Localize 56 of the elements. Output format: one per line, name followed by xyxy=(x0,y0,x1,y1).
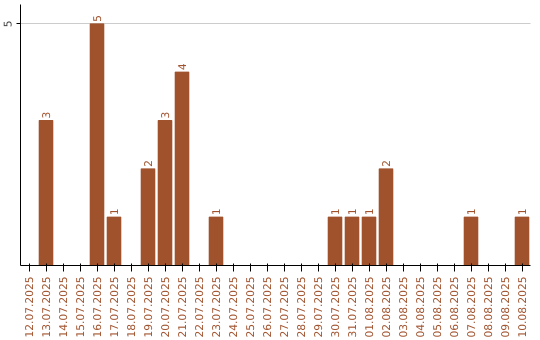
bar xyxy=(328,216,342,266)
x-tick-label: 13.07.2025 xyxy=(40,276,53,338)
bar xyxy=(378,168,394,266)
data-label: 4 xyxy=(176,63,189,70)
x-tick-label: 07.08.2025 xyxy=(465,276,478,338)
x-tick-label: 06.08.2025 xyxy=(448,276,461,338)
data-label: 5 xyxy=(91,15,104,22)
data-label: 1 xyxy=(108,208,121,216)
x-tick-label: 27.07.2025 xyxy=(278,276,291,338)
x-tick-label: 03.08.2025 xyxy=(397,276,410,338)
data-label: 1 xyxy=(329,208,342,216)
x-tick-label: 20.07.2025 xyxy=(159,276,172,338)
x-tick-label: 02.08.2025 xyxy=(380,276,393,338)
x-tick-label: 31.07.2025 xyxy=(346,276,359,338)
x-tick-label: 09.08.2025 xyxy=(499,276,512,338)
bar xyxy=(362,216,376,266)
x-tick-label: 26.07.2025 xyxy=(261,276,274,338)
bar xyxy=(344,216,360,266)
x-tick-label: 18.07.2025 xyxy=(125,276,138,338)
bar xyxy=(106,216,122,266)
x-tick-label: 12.07.2025 xyxy=(23,276,36,338)
data-label: 1 xyxy=(516,208,529,216)
x-tick-label: 04.08.2025 xyxy=(414,276,427,338)
x-tick-label: 08.08.2025 xyxy=(482,276,495,338)
x-tick-label: 19.07.2025 xyxy=(142,276,155,338)
x-tick-label: 30.07.2025 xyxy=(329,276,342,338)
data-label: 3 xyxy=(159,112,172,118)
bar xyxy=(158,120,172,266)
bar xyxy=(208,216,224,266)
x-tick-label: 16.07.2025 xyxy=(91,276,104,338)
bar xyxy=(464,216,478,266)
data-label: 2 xyxy=(380,160,393,167)
bar xyxy=(90,23,104,266)
data-label: 1 xyxy=(465,208,478,216)
x-tick-label: 28.07.2025 xyxy=(295,276,308,338)
x-tick-label: 23.07.2025 xyxy=(210,276,223,338)
bar xyxy=(174,72,190,266)
x-tick-label: 17.07.2025 xyxy=(108,276,121,338)
x-tick-label: 05.08.2025 xyxy=(431,276,444,338)
x-tick-label: 21.07.2025 xyxy=(176,276,189,338)
bar xyxy=(38,120,54,266)
x-tick-label: 14.07.2025 xyxy=(57,276,70,338)
data-label: 3 xyxy=(40,112,53,118)
x-tick-label: 29.07.2025 xyxy=(312,276,325,338)
data-label: 1 xyxy=(346,208,359,216)
bar xyxy=(514,216,530,266)
bar xyxy=(140,168,156,266)
x-tick-label: 22.07.2025 xyxy=(193,276,206,338)
data-label: 1 xyxy=(363,208,376,216)
x-tick-label: 24.07.2025 xyxy=(227,276,240,338)
data-label: 2 xyxy=(142,160,155,167)
x-tick-label: 01.08.2025 xyxy=(363,276,376,338)
x-tick-label: 15.07.2025 xyxy=(74,276,87,338)
x-tick-label: 10.08.2025 xyxy=(516,276,529,338)
x-tick-label: 25.07.2025 xyxy=(244,276,257,338)
data-label: 1 xyxy=(210,208,223,216)
